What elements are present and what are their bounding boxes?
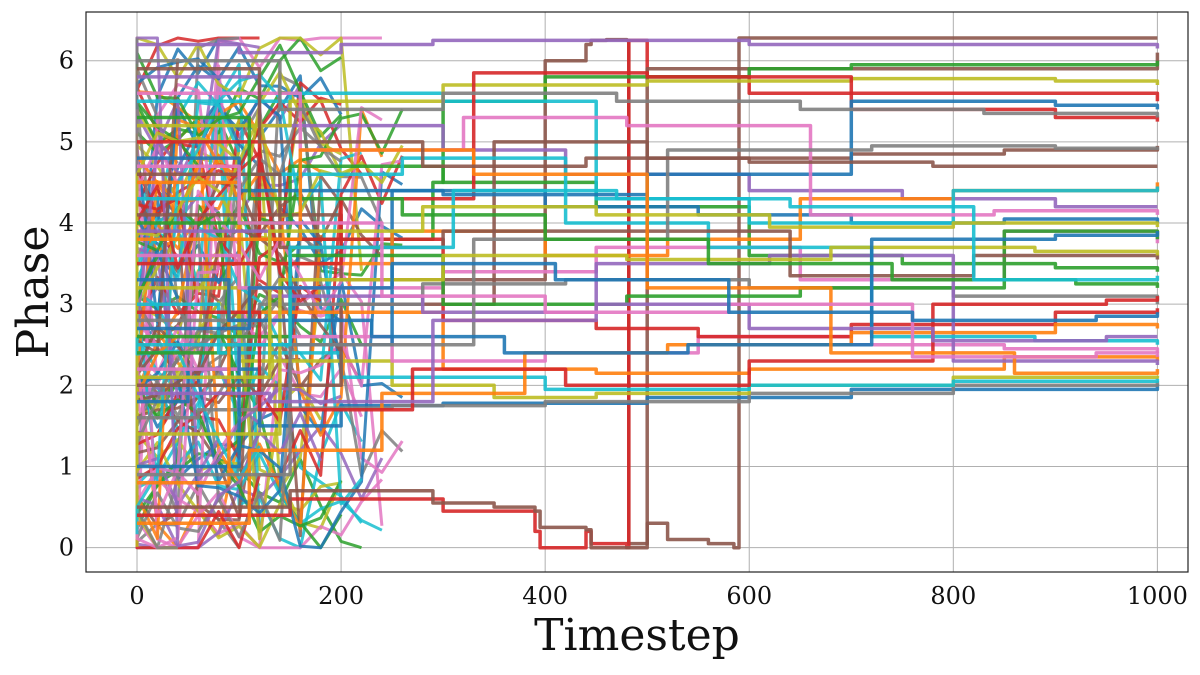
noise-trace	[135, 126, 384, 550]
noise-trace	[135, 38, 342, 445]
noise-trace	[135, 283, 282, 398]
series-line-38	[137, 67, 1158, 168]
x-axis-ticks: 0 200 400 600 800 1000	[129, 582, 1188, 610]
y-tick-label: 5	[59, 128, 74, 156]
series-line-4	[137, 38, 1160, 55]
y-tick-label: 4	[59, 209, 74, 237]
x-tick-label: 400	[522, 582, 568, 610]
series-line-21	[137, 76, 1160, 128]
series-line-32	[137, 296, 1160, 412]
series-line-9	[137, 302, 1160, 392]
y-tick-label: 0	[59, 534, 74, 562]
y-axis-title: Phase	[8, 226, 59, 359]
y-axis-ticks: 0 1 2 3 4 5 6	[59, 47, 74, 562]
series-line-28	[137, 172, 1160, 278]
series-line-35	[137, 302, 1158, 404]
series-line-42	[137, 261, 1160, 331]
y-tick-label: 1	[59, 452, 74, 480]
y-tick-label: 6	[59, 47, 74, 75]
x-tick-label: 0	[129, 582, 144, 610]
plot-frame	[85, 11, 1189, 573]
x-tick-label: 200	[318, 582, 364, 610]
series-line-37	[137, 148, 1160, 375]
noise-trace	[135, 36, 342, 155]
y-tick-label: 3	[59, 290, 74, 318]
series-line-40	[137, 58, 1160, 118]
series-line-41	[137, 205, 1160, 379]
y-tick-label: 2	[59, 371, 74, 399]
x-axis-title: Timestep	[534, 610, 740, 661]
series-line-12	[137, 140, 1160, 339]
noise-trace	[135, 36, 323, 548]
x-tick-label: 1000	[1127, 582, 1188, 610]
series-line-36	[137, 188, 1160, 347]
x-tick-label: 800	[930, 582, 976, 610]
x-tick-label: 600	[726, 582, 772, 610]
series-line-3	[137, 52, 1160, 550]
series-lines	[137, 36, 1160, 550]
series-line-33	[137, 231, 1160, 355]
series-line-31	[137, 245, 1160, 436]
